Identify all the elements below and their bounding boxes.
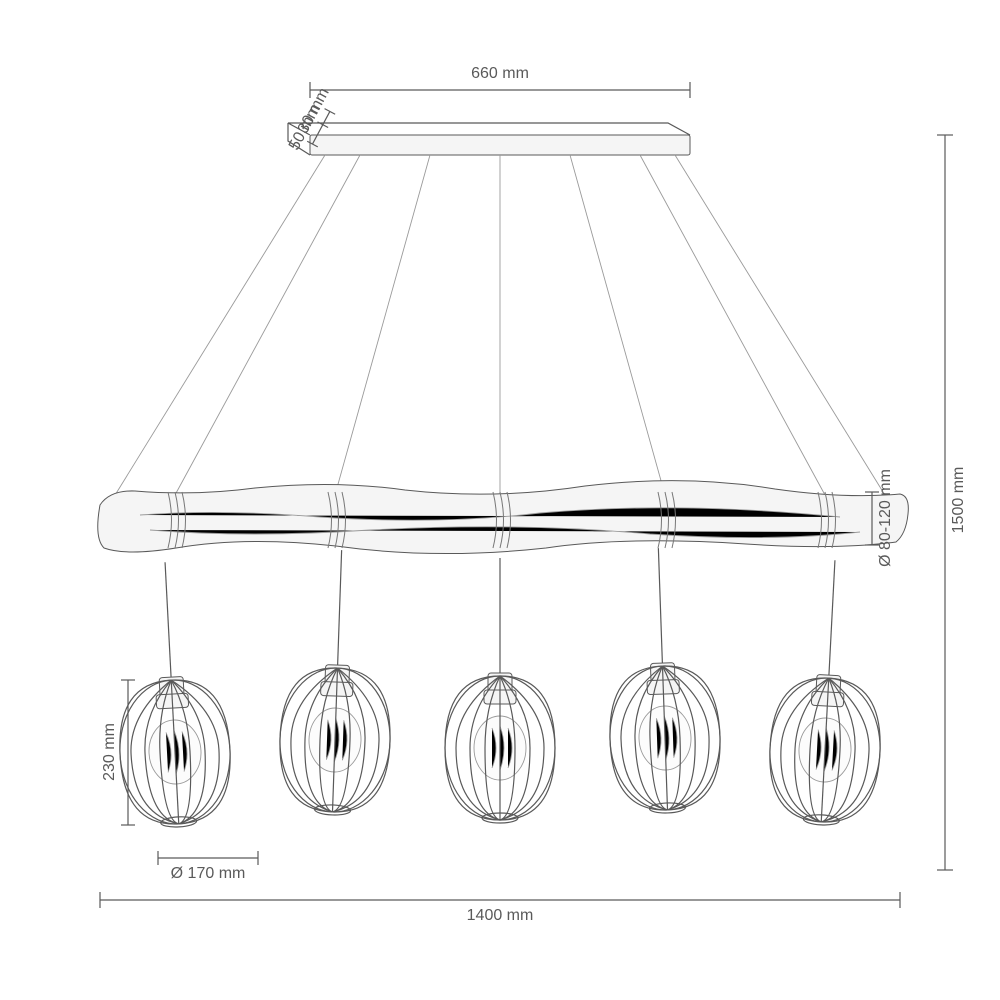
technical-drawing: 660 mm 50 mm 30 mm 1500 mm Ø 80-120 mm 2… (0, 0, 1000, 1000)
dim-bottom-width-label: 1400 mm (467, 907, 534, 924)
dim-total-height: 1500 mm (937, 135, 967, 870)
pendant-1 (110, 559, 234, 829)
dim-bulb-height-label: 230 mm (101, 723, 118, 781)
dim-top-width-label: 660 mm (471, 65, 529, 82)
dim-beam-diameter-label: Ø 80-120 mm (877, 469, 894, 567)
power-cords (175, 155, 825, 495)
pendant-3 (445, 558, 555, 823)
dim-mount-height-label: 30 mm (295, 85, 333, 136)
ceiling-mount (288, 123, 690, 155)
dim-bottom-width: 1400 mm (100, 892, 900, 924)
dim-bulb-diameter-label: Ø 170 mm (171, 865, 246, 882)
dim-top-width: 660 mm (310, 65, 690, 98)
pendant-2 (277, 548, 396, 817)
pendant-5 (766, 557, 890, 827)
dim-total-height-label: 1500 mm (950, 467, 967, 534)
dim-bulb-diameter: Ø 170 mm (158, 851, 258, 882)
pendant-4 (603, 546, 722, 815)
wood-beam (98, 481, 909, 554)
